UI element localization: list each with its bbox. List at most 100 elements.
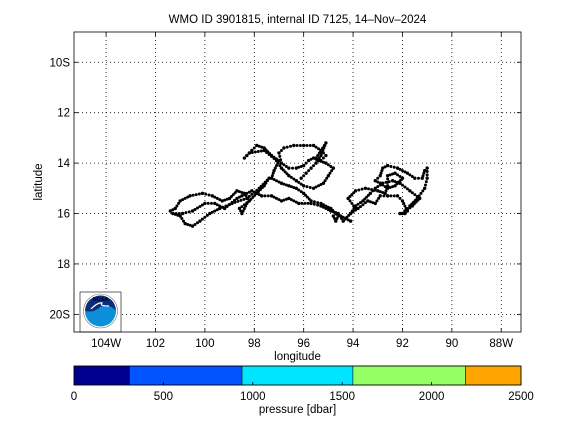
track-point xyxy=(391,172,395,176)
track-point xyxy=(229,195,233,198)
track-point xyxy=(384,189,388,193)
chart-title: WMO ID 3901815, internal ID 7125, 14–Nov… xyxy=(169,14,427,26)
track-point xyxy=(308,185,312,189)
plot-frame xyxy=(73,31,522,333)
track-point xyxy=(382,194,386,198)
track-point xyxy=(403,185,407,189)
track-point xyxy=(299,176,303,180)
track-point xyxy=(253,193,257,197)
colorbar-tick-labels: 0 500 1000 1500 2000 2500 xyxy=(71,391,534,403)
track-point xyxy=(255,143,259,148)
track-point xyxy=(316,201,320,205)
track-point xyxy=(380,169,384,173)
track-point xyxy=(245,154,249,158)
track-point xyxy=(180,217,184,221)
colorbar-tick-label: 1500 xyxy=(329,391,355,403)
track-point xyxy=(399,178,403,182)
track-point xyxy=(321,181,326,185)
track-point xyxy=(361,199,365,203)
track-point xyxy=(325,176,329,180)
track-point xyxy=(206,201,210,205)
track-point xyxy=(183,196,187,200)
track-point xyxy=(314,156,318,160)
track-point xyxy=(391,185,395,189)
track-point xyxy=(249,197,253,201)
track-point xyxy=(194,193,198,197)
track-point xyxy=(388,173,392,177)
track-point xyxy=(326,208,330,212)
track-point xyxy=(289,175,293,179)
track-point xyxy=(242,206,246,210)
x-tick-label: 104W xyxy=(91,338,121,350)
track-point xyxy=(188,194,192,198)
track-point xyxy=(203,215,207,219)
track-point xyxy=(422,171,426,175)
track-point xyxy=(321,148,325,152)
track-point xyxy=(425,166,429,170)
track-point xyxy=(285,145,289,149)
track-point xyxy=(203,201,207,206)
track-point xyxy=(260,145,264,149)
track-point xyxy=(289,185,293,189)
track-point xyxy=(309,201,313,206)
track-point xyxy=(265,178,269,182)
track-point xyxy=(292,177,296,181)
track-point xyxy=(275,196,279,200)
track-point xyxy=(425,173,429,177)
track-point xyxy=(378,190,382,194)
y-tick-label: 18 xyxy=(57,259,70,271)
track-point xyxy=(361,203,365,207)
track-point xyxy=(314,185,318,189)
track-point xyxy=(329,206,333,211)
track-point xyxy=(305,195,309,199)
track-point xyxy=(322,146,326,150)
track-point xyxy=(366,199,370,203)
track-point xyxy=(392,165,396,169)
colorbar-band xyxy=(241,365,354,386)
track-point xyxy=(334,219,338,223)
track-point xyxy=(402,201,406,205)
track-point xyxy=(314,161,318,165)
track-point xyxy=(319,204,323,208)
track-point xyxy=(376,180,380,184)
track-point xyxy=(284,183,288,187)
track-point xyxy=(220,199,224,203)
track-point xyxy=(365,195,369,199)
track-point xyxy=(279,158,283,162)
track-point xyxy=(274,158,279,163)
track-point xyxy=(392,194,396,198)
track-point xyxy=(207,193,211,197)
track-point xyxy=(350,201,354,205)
track-point xyxy=(287,184,291,188)
track-point xyxy=(341,215,345,219)
track-point xyxy=(298,143,302,147)
track-point xyxy=(284,164,288,168)
track-point xyxy=(245,196,249,201)
track-point xyxy=(398,175,402,179)
track-point xyxy=(419,191,423,195)
track-point xyxy=(348,199,352,203)
x-tick-label: 94 xyxy=(347,338,360,350)
track-point xyxy=(292,199,296,203)
track-point xyxy=(307,197,311,201)
y-tick-label: 16 xyxy=(57,209,70,221)
track-point xyxy=(329,164,333,168)
track-point xyxy=(413,193,417,197)
track-point xyxy=(250,192,254,196)
track-point xyxy=(297,201,301,206)
track-point xyxy=(395,194,400,198)
track-point xyxy=(278,164,282,168)
logo-text: NOAA xyxy=(93,297,109,303)
track-point xyxy=(240,194,244,198)
track-point xyxy=(282,146,286,150)
x-tick-label: 88W xyxy=(489,338,513,350)
track-point xyxy=(215,203,219,207)
track-point xyxy=(316,203,320,207)
track-point xyxy=(289,144,292,148)
x-tick-label: 102 xyxy=(146,338,165,350)
track-point xyxy=(400,199,405,203)
track-point xyxy=(171,208,175,212)
track-point xyxy=(301,163,306,168)
track-point xyxy=(351,210,355,214)
track-point xyxy=(356,202,360,206)
